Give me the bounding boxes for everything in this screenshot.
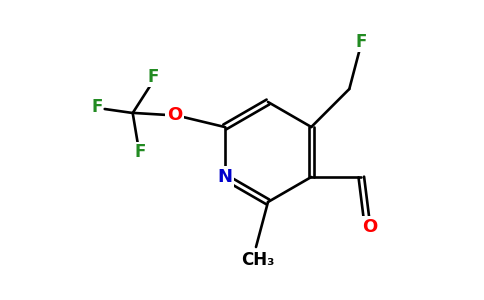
Text: O: O <box>362 218 377 236</box>
Text: O: O <box>167 106 182 124</box>
Text: F: F <box>134 143 145 161</box>
Text: N: N <box>217 168 232 186</box>
Text: F: F <box>147 68 158 86</box>
Text: F: F <box>91 98 103 116</box>
Text: CH₃: CH₃ <box>242 251 275 269</box>
Text: F: F <box>356 33 367 51</box>
